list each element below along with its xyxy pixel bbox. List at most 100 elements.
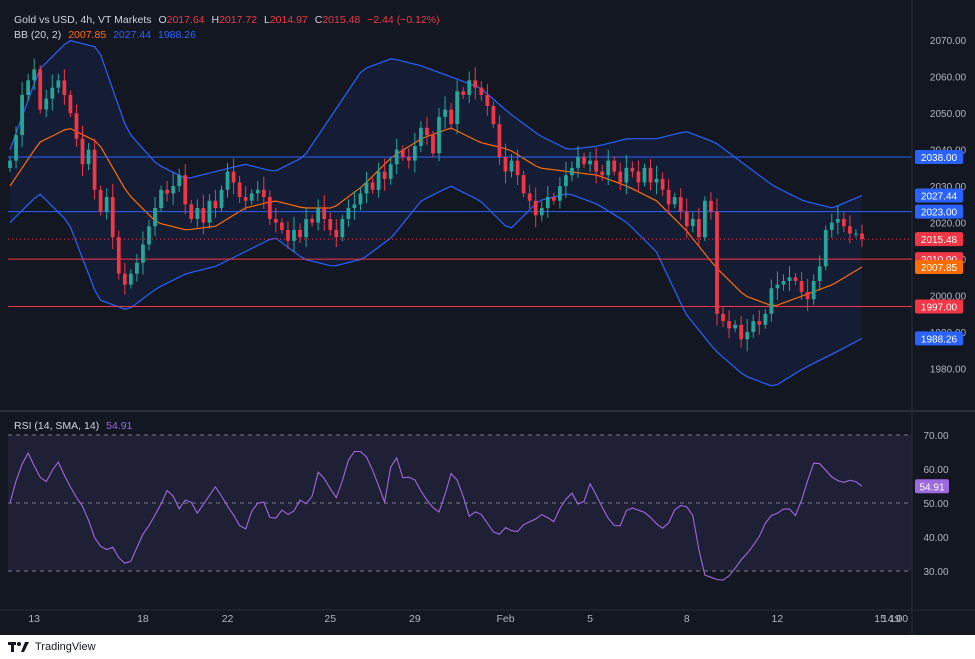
price-tick-label: 2030.00 bbox=[930, 182, 967, 193]
candle-body bbox=[509, 160, 514, 172]
candle-body bbox=[104, 197, 109, 212]
candle-body bbox=[141, 244, 145, 263]
time-tick-label: 19 bbox=[889, 613, 901, 625]
candle-body bbox=[618, 171, 623, 183]
candle-body bbox=[352, 204, 357, 209]
candle-body bbox=[521, 175, 526, 194]
rsi-tick-label: 40.00 bbox=[923, 533, 948, 544]
rsi-value-tag bbox=[915, 479, 949, 494]
candle-body bbox=[600, 171, 605, 176]
rsi-legend-value: 54.91 bbox=[106, 420, 133, 432]
candle-body bbox=[551, 197, 556, 201]
candle-body bbox=[394, 149, 399, 165]
price-tag bbox=[915, 331, 963, 346]
candle-body bbox=[606, 160, 611, 176]
time-tick-label: 12 bbox=[772, 613, 784, 625]
candle-body bbox=[733, 324, 737, 329]
bb-lower-value: 1988.26 bbox=[157, 29, 196, 41]
candle-body bbox=[322, 208, 327, 219]
candle-body bbox=[811, 280, 816, 300]
candle-body bbox=[721, 313, 725, 322]
candle-body bbox=[8, 160, 12, 168]
candle-body bbox=[177, 175, 182, 187]
tradingview-logo-icon[interactable] bbox=[8, 641, 30, 653]
candle-body bbox=[461, 91, 466, 95]
candle-body bbox=[835, 218, 840, 223]
candle-body bbox=[171, 186, 176, 194]
bb-label[interactable]: BB (20, 2) bbox=[14, 29, 62, 41]
candle-body bbox=[280, 222, 284, 230]
low-value: 2014.97 bbox=[269, 14, 308, 26]
candle-body bbox=[316, 208, 321, 223]
candles bbox=[8, 58, 864, 352]
candle-body bbox=[539, 208, 544, 216]
low-label: L bbox=[263, 14, 270, 26]
time-tick-label: Feb bbox=[496, 613, 514, 625]
candle-body bbox=[775, 284, 780, 289]
high-value: 2017.72 bbox=[219, 14, 258, 26]
rsi-tick-label: 60.00 bbox=[923, 465, 948, 476]
high-label: H bbox=[211, 14, 220, 26]
candle-body bbox=[237, 182, 242, 198]
rsi-label[interactable]: RSI (14, SMA, 14) bbox=[14, 420, 100, 432]
bb-upper-line bbox=[9, 40, 863, 209]
candle-body bbox=[672, 197, 677, 205]
candle-body bbox=[364, 182, 369, 194]
candle-body bbox=[751, 321, 756, 333]
candle-body bbox=[261, 189, 266, 198]
candle-body bbox=[455, 91, 460, 125]
candle-body bbox=[328, 218, 333, 230]
candle-body bbox=[74, 113, 79, 139]
candle-body bbox=[848, 226, 852, 234]
candle-body bbox=[437, 116, 441, 154]
candle-body bbox=[431, 135, 435, 154]
price-tag bbox=[915, 149, 963, 164]
candle-body bbox=[255, 189, 260, 194]
price-tick-label: 2000.00 bbox=[930, 292, 967, 303]
candle-body bbox=[763, 313, 768, 325]
candle-body bbox=[273, 218, 278, 223]
chart-canvas[interactable]: 1980.001990.002000.002010.002020.002030.… bbox=[0, 0, 975, 635]
candle-body bbox=[388, 164, 393, 179]
candle-body bbox=[38, 69, 43, 110]
candle-body bbox=[491, 105, 496, 125]
candle-body bbox=[122, 273, 127, 285]
candle-body bbox=[425, 127, 429, 136]
candle-body bbox=[449, 109, 453, 125]
bb-basis-line bbox=[9, 127, 863, 307]
candle-body bbox=[400, 149, 405, 157]
ohlc-legend: Gold vs USD, 4h, VT Markets O2017.64 H20… bbox=[14, 14, 444, 26]
price-tag bbox=[915, 299, 963, 314]
candle-body bbox=[147, 226, 151, 245]
price-tag-label: 1997.00 bbox=[921, 303, 958, 314]
price-tick-label: 2070.00 bbox=[930, 36, 967, 47]
candle-body bbox=[533, 200, 538, 216]
candle-body bbox=[479, 87, 484, 95]
candle-body bbox=[564, 175, 568, 187]
candle-body bbox=[715, 211, 719, 314]
candle-body bbox=[660, 178, 665, 190]
bb-legend: BB (20, 2) 2007.85 2027.44 1988.26 bbox=[14, 29, 200, 41]
candle-body bbox=[576, 156, 580, 168]
candle-body bbox=[624, 167, 629, 183]
candle-body bbox=[684, 211, 689, 227]
candle-body bbox=[467, 80, 472, 95]
candle-body bbox=[92, 149, 97, 190]
candle-body bbox=[189, 204, 194, 219]
candle-body bbox=[787, 277, 792, 281]
symbol-label[interactable]: Gold vs USD, 4h, VT Markets bbox=[14, 14, 152, 26]
time-tick-label: 8 bbox=[684, 613, 690, 625]
time-tick-label: 14:00 bbox=[882, 613, 908, 625]
candle-body bbox=[26, 80, 31, 95]
candle-body bbox=[666, 189, 671, 205]
candle-body bbox=[570, 167, 574, 176]
bb-fill bbox=[10, 40, 862, 386]
tradingview-brand[interactable]: TradingView bbox=[35, 641, 96, 653]
candle-body bbox=[110, 197, 115, 238]
open-value: 2017.64 bbox=[166, 14, 205, 26]
candle-body bbox=[678, 197, 683, 212]
candle-body bbox=[860, 233, 864, 240]
candle-body bbox=[642, 167, 647, 183]
price-tag-label: 2007.85 bbox=[921, 263, 958, 274]
candle-body bbox=[116, 237, 121, 274]
